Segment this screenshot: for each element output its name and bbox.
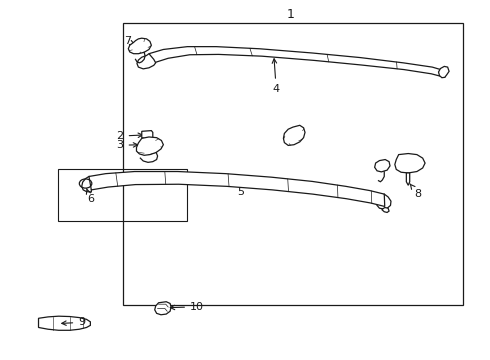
Text: 4: 4 (272, 59, 280, 94)
Bar (58, 170, 187, 221)
Polygon shape (137, 137, 163, 155)
Text: 9: 9 (62, 318, 85, 327)
Text: 6: 6 (86, 189, 94, 204)
Polygon shape (89, 171, 385, 207)
Text: 3: 3 (117, 140, 138, 150)
Text: 8: 8 (410, 184, 421, 199)
Polygon shape (39, 316, 90, 330)
Bar (122, 23, 464, 305)
Text: 1: 1 (287, 8, 294, 21)
Polygon shape (283, 125, 305, 145)
Polygon shape (149, 47, 447, 77)
Polygon shape (382, 207, 389, 212)
Polygon shape (137, 54, 156, 69)
Text: 5: 5 (237, 187, 244, 197)
Polygon shape (128, 38, 151, 54)
Text: 7: 7 (124, 36, 134, 46)
Polygon shape (142, 131, 153, 139)
Polygon shape (155, 302, 171, 315)
Text: 10: 10 (170, 302, 204, 312)
Text: 2: 2 (117, 131, 143, 141)
Polygon shape (395, 154, 425, 173)
Polygon shape (406, 173, 410, 185)
Polygon shape (439, 66, 449, 78)
Polygon shape (375, 159, 390, 172)
